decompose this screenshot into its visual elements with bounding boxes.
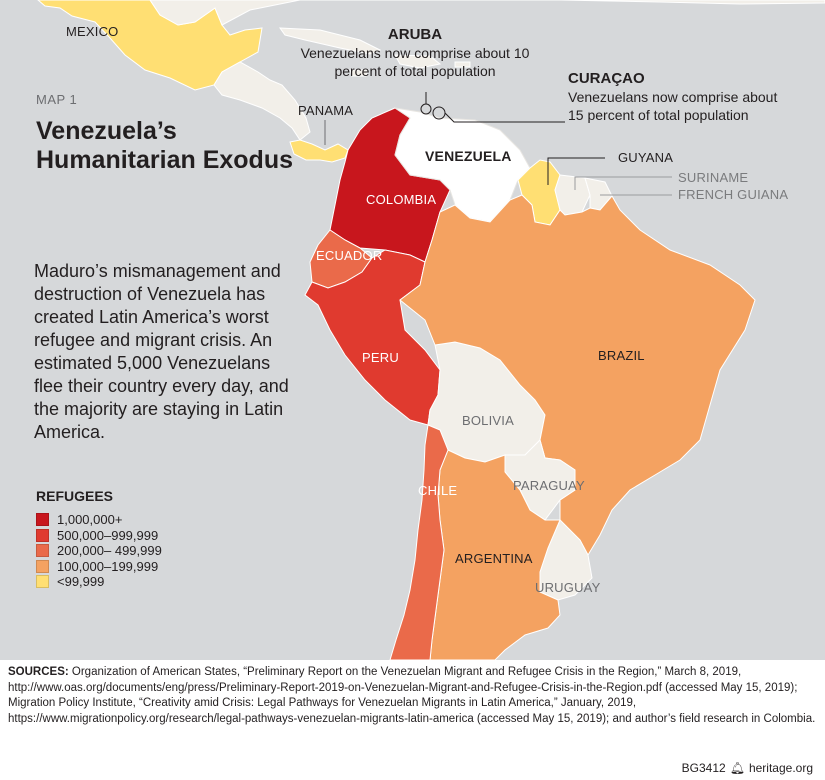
country-peru bbox=[304, 249, 441, 426]
legend-swatch bbox=[36, 559, 49, 573]
country-brazil bbox=[399, 194, 756, 557]
suriname-leader bbox=[574, 176, 672, 190]
label-bolivia: BOLIVIA bbox=[462, 413, 514, 428]
label-uruguay: URUGUAY bbox=[535, 580, 601, 595]
label-ecuador: ECUADOR bbox=[316, 248, 383, 263]
country-panama bbox=[289, 139, 349, 163]
legend-label: <99,999 bbox=[57, 574, 105, 590]
aruba-marker bbox=[420, 103, 432, 115]
label-paraguay: PARAGUAY bbox=[513, 478, 585, 493]
page-title: Venezuela’s Humanitarian Exodus bbox=[36, 117, 293, 174]
callout-curacao-line1: Venezuelans now comprise about bbox=[568, 89, 778, 105]
legend-swatch bbox=[36, 528, 49, 542]
legend-title: REFUGEES bbox=[36, 488, 114, 504]
label-venezuela: VENEZUELA bbox=[425, 148, 512, 164]
curacao-leader bbox=[444, 112, 565, 123]
callout-aruba-line2: percent of total population bbox=[334, 63, 496, 79]
guyana-leader bbox=[547, 157, 605, 185]
label-guyana: GUYANA bbox=[618, 150, 674, 165]
sources-label: SOURCES: bbox=[8, 666, 69, 678]
label-peru: PERU bbox=[362, 350, 399, 365]
legend-label: 1,000,000+ bbox=[57, 512, 123, 528]
legend-swatch bbox=[36, 575, 49, 589]
callout-aruba-title: ARUBA bbox=[387, 26, 443, 43]
country-cuba bbox=[278, 27, 382, 55]
label-french-guiana: FRENCH GUIANA bbox=[678, 187, 789, 202]
map-area: MEXICO PANAMA VENEZUELA COLOMBIA ECUADOR… bbox=[0, 0, 825, 660]
country-chile bbox=[389, 424, 449, 660]
footer-code: BG3412 bbox=[681, 761, 726, 775]
label-colombia: COLOMBIA bbox=[366, 192, 437, 207]
description: Maduro’s mismanagement and destruction o… bbox=[34, 261, 289, 442]
label-suriname: SURINAME bbox=[678, 170, 749, 185]
label-brazil: BRAZIL bbox=[598, 348, 645, 363]
legend-swatch bbox=[36, 544, 49, 558]
callout-aruba-line1: Venezuelans now comprise about 10 bbox=[300, 45, 530, 61]
legend-item: 500,000–999,999 bbox=[36, 528, 162, 544]
footer: BG3412 🔔︎ heritage.org bbox=[682, 761, 813, 775]
country-usa bbox=[149, 0, 825, 26]
map-tag: MAP 1 bbox=[36, 92, 78, 107]
callout-curacao-line2: 15 percent of total population bbox=[568, 107, 749, 123]
callout-aruba: ARUBA Venezuelans now comprise about 10 … bbox=[300, 26, 530, 80]
legend-item: 200,000– 499,999 bbox=[36, 543, 162, 559]
legend-swatch bbox=[36, 513, 49, 527]
legend-label: 500,000–999,999 bbox=[57, 527, 159, 543]
map-canvas bbox=[37, 0, 825, 660]
label-mexico: MEXICO bbox=[66, 24, 119, 39]
island-jamaica bbox=[349, 69, 369, 77]
legend-item: 1,000,000+ bbox=[36, 512, 162, 528]
country-suriname bbox=[554, 174, 591, 216]
country-central-america bbox=[213, 61, 311, 141]
bell-icon: 🔔︎ bbox=[729, 761, 745, 775]
sources: SOURCES: Organization of American States… bbox=[8, 665, 820, 727]
island-hispaniola bbox=[394, 54, 442, 69]
island-puerto-rico bbox=[454, 61, 471, 68]
legend-item: 100,000–199,999 bbox=[36, 559, 162, 575]
label-argentina: ARGENTINA bbox=[455, 551, 533, 566]
legend-item: <99,999 bbox=[36, 574, 162, 590]
label-chile: CHILE bbox=[418, 483, 458, 498]
footer-site[interactable]: heritage.org bbox=[748, 761, 813, 775]
callout-curacao: CURAÇAO Venezuelans now comprise about 1… bbox=[568, 70, 808, 124]
label-panama: PANAMA bbox=[298, 103, 354, 118]
legend-label: 200,000– 499,999 bbox=[57, 543, 162, 559]
sources-text: Organization of American States, “Prelim… bbox=[8, 666, 816, 725]
legend: REFUGEES 1,000,000+ 500,000–999,999 200,… bbox=[36, 488, 162, 590]
callout-curacao-title: CURAÇAO bbox=[568, 70, 645, 87]
legend-label: 100,000–199,999 bbox=[57, 558, 159, 574]
